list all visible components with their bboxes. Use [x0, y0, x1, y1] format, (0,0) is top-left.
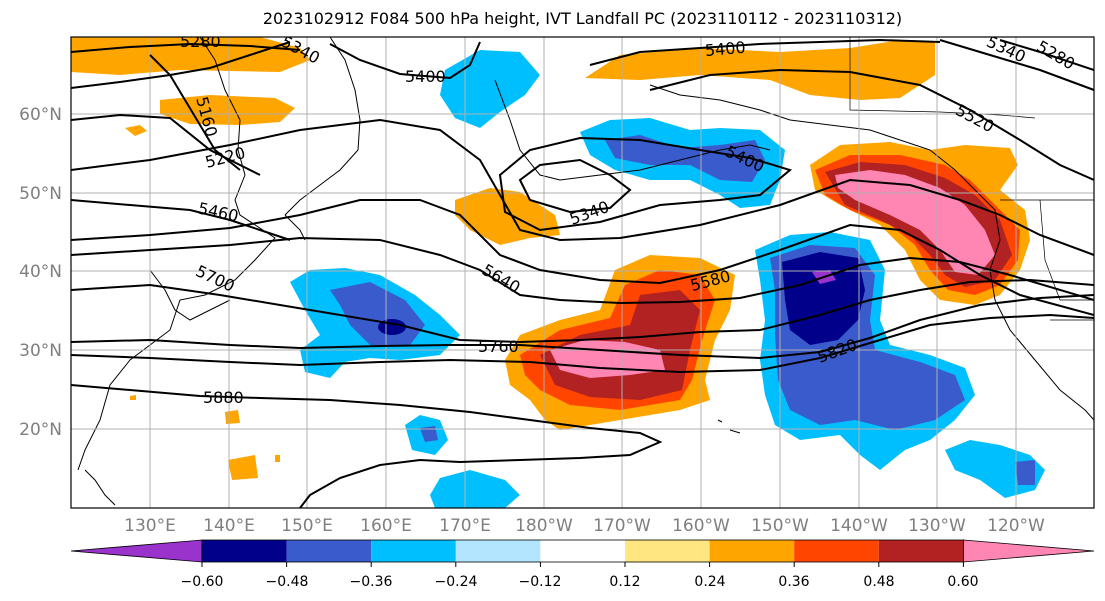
lon-label: 130°E [124, 516, 176, 536]
shade-pos-south-d [275, 455, 280, 462]
colorbar-segment [202, 540, 287, 562]
contour-5280-ne [999, 39, 1094, 71]
colorbar-segment [709, 540, 795, 562]
lon-label: 120°W [987, 516, 1045, 536]
contour-label: 5880 [203, 388, 244, 407]
lon-label: 180°W [515, 516, 573, 536]
colorbar-tick-label: 0.12 [609, 574, 640, 590]
lon-label: 170°E [439, 516, 491, 536]
lon-label: 170°W [593, 516, 651, 536]
contour-5220 [71, 113, 261, 176]
shade-positive-central [455, 188, 560, 245]
contour-5760 [71, 294, 1094, 360]
shade-positive-north [585, 40, 935, 100]
shade-positive-ne-pink [835, 170, 995, 275]
coast-hawaii [717, 419, 741, 434]
lat-label: 20°N [19, 420, 62, 440]
contour-5700 [71, 278, 1094, 344]
colorbar-segment [540, 540, 625, 562]
contour-5460 [71, 199, 291, 241]
colorbar-segment [286, 540, 372, 562]
contour-5820 [71, 313, 1094, 374]
contour-5880 [71, 384, 663, 508]
contour-low-5400 [498, 136, 793, 232]
contour-5640 [71, 236, 1094, 305]
contour-5280 [71, 42, 301, 53]
height-contours [71, 38, 1094, 508]
colorbar-extend-max [963, 539, 1095, 563]
shade-pos-south-c [130, 395, 136, 400]
coast-nw-america [929, 149, 1094, 421]
map-frame [70, 36, 1095, 509]
lon-label: 160°W [672, 516, 730, 536]
contour-5340-ne [939, 39, 1094, 91]
lon-label: 130°W [908, 516, 966, 536]
contour-low-5340 [518, 158, 632, 214]
contour-label: 5760 [478, 337, 519, 356]
lon-labels: 130°E 140°E 150°E 160°E 170°E 180°W 170°… [124, 516, 1045, 536]
lon-label: 150°E [281, 516, 333, 536]
contour-5400-nw [329, 41, 481, 80]
coast-aleutians [599, 144, 771, 176]
colorbar [70, 539, 1095, 567]
coast-philippines [84, 469, 116, 506]
colorbar-tick-labels: −0.60 −0.48 −0.36 −0.24 −0.12 0.12 0.24 … [181, 574, 979, 590]
lat-labels: 60°N 50°N 40°N 30°N 20°N [19, 105, 62, 440]
coast-asia-east [77, 37, 276, 471]
shade-pos-south-b [225, 410, 240, 424]
colorbar-tick-label: −0.48 [266, 574, 309, 590]
colorbar-tick-label: 0.48 [863, 574, 894, 590]
coast-kuril [284, 214, 306, 241]
coastlines [77, 37, 1094, 506]
lon-label: 140°W [830, 516, 888, 536]
colorbar-tick-label: −0.36 [350, 574, 393, 590]
colorbar-segment [371, 540, 456, 562]
colorbar-tick-label: 0.36 [778, 574, 809, 590]
colorbar-segment [794, 540, 879, 562]
contour-5400-n [589, 38, 941, 66]
lat-label: 50°N [19, 184, 62, 204]
colorbar-frame [201, 539, 964, 563]
shade-pos-small [125, 125, 147, 136]
colorbar-tick-label: −0.12 [519, 574, 562, 590]
colorbar-extend-min [70, 539, 203, 563]
colorbar-tick-label: −0.60 [181, 574, 224, 590]
lon-label: 140°E [203, 516, 255, 536]
contour-5520 [649, 68, 1094, 181]
shade-neg-south3-core [1015, 460, 1035, 485]
lat-label: 30°N [19, 341, 62, 361]
gridlines [71, 37, 1094, 508]
shade-pos-south-a [228, 455, 258, 480]
contour-5460-mid [71, 118, 1094, 256]
coast-alaska-west [494, 79, 601, 181]
lon-label: 160°E [360, 516, 412, 536]
contour-5580 [71, 199, 1094, 316]
lat-label: 60°N [19, 105, 62, 125]
contour-5160 [149, 54, 241, 171]
contour-label: 5400 [405, 67, 446, 86]
colorbar-segment [878, 540, 964, 562]
lat-label: 40°N [19, 262, 62, 282]
colorbar-segment [455, 540, 541, 562]
lon-label: 150°W [751, 516, 809, 536]
colorbar-segment [625, 540, 710, 562]
contour-label: 5280 [180, 32, 221, 51]
colorbar-tick-label: 0.60 [947, 574, 978, 590]
contour-label: 5400 [704, 38, 746, 60]
map-area: 5280 5340 5400 5160 5220 5460 5340 5400 … [71, 32, 1094, 508]
contour-5340 [71, 41, 291, 89]
map-title: 2023102912 F084 500 hPa height, IVT Land… [262, 9, 903, 28]
colorbar-tick-label: −0.24 [435, 574, 478, 590]
shade-neg-south2 [430, 470, 520, 508]
colorbar-tick-label: 0.24 [694, 574, 725, 590]
coast-alaska-south [649, 84, 931, 151]
shade-neg-south1-core [420, 426, 438, 442]
shade-positive-nw2 [160, 95, 295, 125]
shade-negative-epac-core [782, 252, 865, 345]
